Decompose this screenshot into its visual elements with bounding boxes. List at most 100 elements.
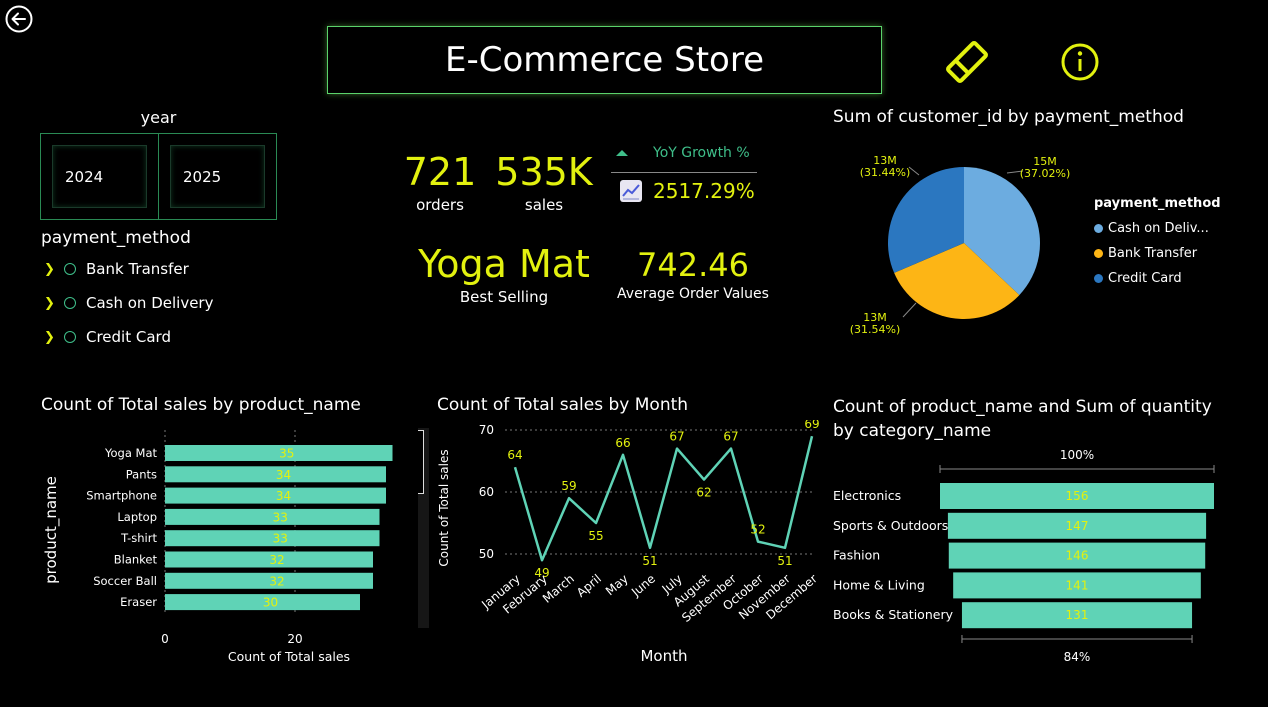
kpi-sales-value: 535K: [495, 150, 593, 194]
pie-slice: [888, 167, 964, 273]
funnel-data-label: 146: [1066, 549, 1089, 563]
funnel-data-label: 147: [1066, 519, 1089, 533]
bar-data-label: 33: [273, 532, 288, 546]
pie-data-label: (31.44%): [860, 166, 911, 179]
pie-data-label: (37.02%): [1020, 167, 1071, 180]
kpi-best-selling-value: Yoga Mat: [418, 242, 590, 286]
chart-scrollbar[interactable]: [418, 428, 429, 628]
y-tick-label: Pants: [126, 467, 157, 481]
option-label: Bank Transfer: [86, 260, 189, 278]
pie-leader-line: [908, 166, 920, 176]
line-data-label: 67: [669, 430, 684, 444]
line-data-label: 51: [777, 554, 792, 568]
y-tick-label: 50: [479, 547, 494, 561]
legend-swatch: [1094, 249, 1103, 258]
funnel-category-label: Home & Living: [833, 577, 925, 592]
y-axis-title: Count of Total sales: [437, 449, 451, 566]
line-data-label: 51: [642, 554, 657, 568]
pie-legend-title: payment_method: [1094, 196, 1221, 211]
kpi-best-selling: Yoga Mat Best Selling: [404, 242, 604, 306]
info-icon[interactable]: [1060, 42, 1100, 82]
line-data-label: 67: [723, 430, 738, 444]
bar: [165, 487, 386, 504]
x-tick-label: April: [574, 572, 604, 600]
legend-item[interactable]: Cash on Deliv...: [1094, 216, 1264, 241]
bar-data-label: 34: [276, 489, 291, 503]
y-tick-label: Smartphone: [86, 489, 157, 503]
funnel-chart-title: Count of product_name and Sum of quantit…: [833, 395, 1212, 443]
chevron-right-icon[interactable]: ❯: [44, 329, 55, 345]
bar-data-label: 30: [263, 596, 278, 610]
kpi-orders-value: 721: [403, 150, 477, 194]
line-data-label: 62: [696, 486, 711, 500]
bar: [165, 551, 373, 568]
line-data-label: 64: [507, 448, 522, 462]
year-slicer: 2024 2025: [40, 133, 277, 220]
funnel-category-label: Sports & Outdoors: [833, 518, 948, 533]
funnel-data-label: 131: [1066, 608, 1089, 622]
kpi-best-selling-label: Best Selling: [459, 288, 549, 306]
year-option-2025[interactable]: 2025: [159, 134, 276, 219]
funnel-category-label: Fashion: [833, 548, 880, 563]
radio-button[interactable]: [64, 297, 76, 309]
funnel-bracket: [961, 635, 1193, 643]
radio-button[interactable]: [64, 331, 76, 343]
funnel-bar: [940, 483, 1214, 509]
radio-button[interactable]: [64, 263, 76, 275]
line-data-label: 59: [561, 479, 576, 493]
month-line-chart-title: Count of Total sales by Month: [437, 395, 689, 415]
bar: [165, 594, 360, 611]
funnel-data-label: 156: [1066, 489, 1089, 503]
legend-swatch: [1094, 274, 1103, 283]
category-funnel-chart: 100% 156 Electronics 147 Sports & Outdoors 14…: [833, 448, 1215, 664]
bar: [165, 466, 386, 483]
pie-chart: 15M(37.02%)13M(31.54%)13M(31.44%): [850, 154, 1071, 336]
line-data-label: 69: [804, 420, 819, 431]
scrollbar-thumb[interactable]: [418, 430, 424, 494]
bar-data-label: 33: [273, 510, 288, 524]
legend-label: Cash on Deliv...: [1108, 221, 1209, 236]
payment-method-option-cash-on-delivery[interactable]: ❯ Cash on Delivery: [44, 292, 213, 314]
funnel-bar: [953, 572, 1201, 599]
legend-item[interactable]: Bank Transfer: [1094, 241, 1264, 266]
kpi-aov-label: Average Order Values: [617, 286, 769, 302]
y-tick-label: Blanket: [114, 553, 158, 567]
funnel-category-label: Electronics: [833, 488, 901, 503]
y-tick-label: Soccer Ball: [93, 574, 157, 588]
payment-method-filter-label: payment_method: [41, 228, 191, 248]
funnel-bar: [948, 542, 1206, 569]
pie-legend: payment_method Cash on Deliv... Bank Tran…: [1094, 196, 1264, 291]
year-option-2024[interactable]: 2024: [41, 134, 159, 219]
bar: [165, 445, 393, 461]
x-axis-title: Count of Total sales: [228, 649, 350, 664]
bar: [165, 530, 380, 547]
product-bar-chart-title: Count of Total sales by product_name: [41, 395, 361, 415]
line-data-label: 55: [588, 529, 603, 543]
kpi-orders: 721 orders: [400, 150, 480, 214]
page-title: E-Commerce Store: [327, 26, 882, 94]
payment-method-option-credit-card[interactable]: ❯ Credit Card: [44, 326, 171, 348]
kpi-average-order-value: 742.46 Average Order Values: [612, 246, 774, 302]
back-arrow-icon[interactable]: [4, 4, 34, 34]
x-tick-label: May: [603, 572, 631, 599]
payment-method-option-bank-transfer[interactable]: ❯ Bank Transfer: [44, 258, 189, 280]
legend-item[interactable]: Credit Card: [1094, 266, 1264, 291]
eraser-icon[interactable]: [944, 40, 990, 84]
chevron-right-icon[interactable]: ❯: [44, 261, 55, 277]
funnel-bracket: [939, 465, 1215, 473]
option-label: Credit Card: [86, 328, 171, 346]
funnel-data-label: 141: [1066, 578, 1089, 592]
x-tick-label: 20: [287, 632, 302, 646]
funnel-title-line-2: by category_name: [833, 421, 992, 441]
bar: [165, 508, 380, 525]
kpi-orders-label: orders: [416, 196, 464, 214]
chevron-right-icon[interactable]: ❯: [44, 295, 55, 311]
line-data-label: 52: [750, 523, 765, 537]
y-tick-label: Laptop: [117, 510, 157, 524]
y-tick-label: 70: [479, 423, 494, 437]
kpi-yoy-growth: YoY Growth % 2517.29%: [611, 142, 757, 203]
pie-leader-line: [1006, 170, 1024, 174]
legend-label: Bank Transfer: [1108, 246, 1198, 261]
bar-data-label: 32: [269, 553, 284, 567]
